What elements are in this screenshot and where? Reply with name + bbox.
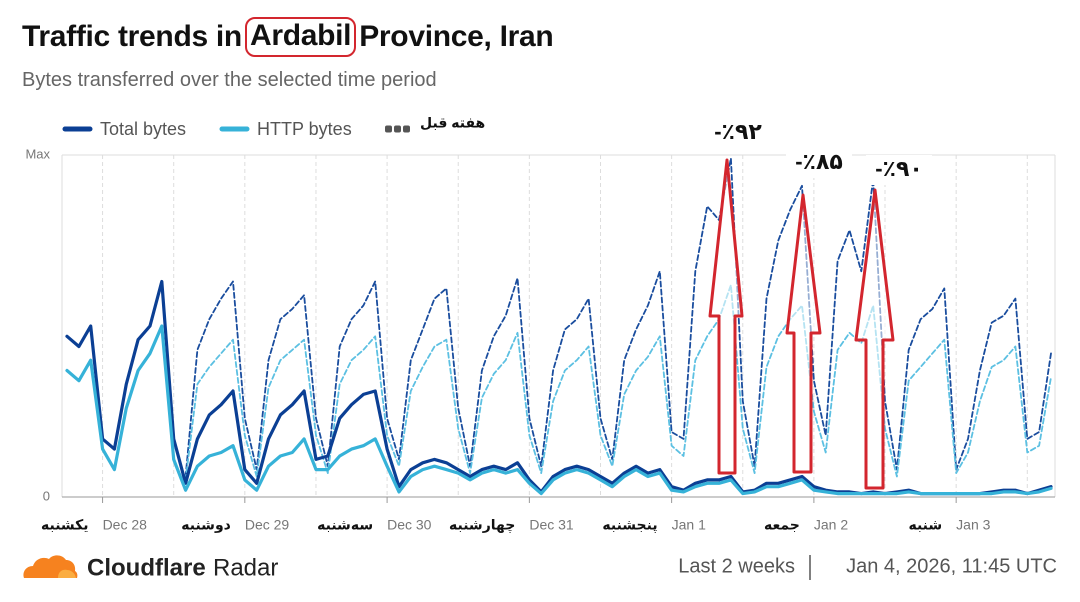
legend-icon: [394, 125, 401, 133]
previous-week-line: [184, 157, 1052, 478]
annotation: -٪۹۲: [714, 119, 762, 144]
weekday-label: یکشنبه: [41, 517, 89, 533]
annotation-arrows: -٪۹۲ -٪۸۵ -٪۹۰: [706, 118, 932, 490]
label-background: [706, 118, 770, 148]
title-highlight: Ardabil: [244, 17, 357, 57]
brand: Cloudflare: [87, 554, 206, 581]
annotation: -٪۹۰: [875, 156, 923, 181]
weekday-label: چهارشنبه: [449, 517, 515, 534]
chart-subtitle: Bytes transferred over the selected time…: [22, 69, 437, 91]
legend-label: HTTP bytes: [257, 119, 352, 139]
legend-label: Total bytes: [100, 119, 186, 139]
x-tick-label: Jan 2: [814, 517, 848, 533]
weekday-label: شنبه: [908, 517, 942, 533]
lines-layer: [65, 157, 1053, 496]
label-background: [786, 148, 852, 178]
previous-week-line: [184, 284, 1052, 481]
weekday-label: سه‌شنبه: [317, 517, 373, 533]
x-tick-label: Jan 3: [956, 517, 990, 533]
logo-cloud-light: [58, 569, 76, 578]
x-tick-label: Jan 1: [672, 517, 706, 533]
title-part: Traffic trends in: [22, 20, 242, 53]
legend-label: هفته قبل: [420, 115, 485, 131]
arrow: [708, 158, 744, 475]
series-line: [65, 324, 1053, 496]
chart-title: Traffic trends in Ardabil Province, Iran: [22, 17, 554, 57]
legend-icon: [403, 125, 410, 133]
x-tick-label: Dec 31: [529, 517, 574, 533]
x-tick-label: Dec 28: [103, 517, 148, 533]
weekday-label: دوشنبه: [181, 517, 231, 534]
weekday-label: جمعه: [764, 517, 800, 533]
arrow: [854, 188, 895, 490]
legend-icon: [385, 125, 392, 133]
arrow: [785, 193, 822, 474]
x-tick-label: Dec 29: [245, 517, 290, 533]
y-tick-label: Max: [25, 146, 50, 161]
timestamp: Jan 4, 2026, 11:45 UTC: [846, 555, 1057, 577]
x-tick-label: Dec 30: [387, 517, 432, 533]
label-background: [866, 155, 932, 185]
logo: [23, 555, 78, 578]
title-part: Province, Iran: [359, 20, 554, 53]
weekday-label: پنجشنبه: [602, 517, 657, 534]
product: Radar: [213, 554, 278, 581]
period: Last 2 weeks: [678, 555, 795, 577]
y-tick-label: 0: [43, 488, 50, 503]
annotation: -٪۸۵: [795, 149, 843, 174]
